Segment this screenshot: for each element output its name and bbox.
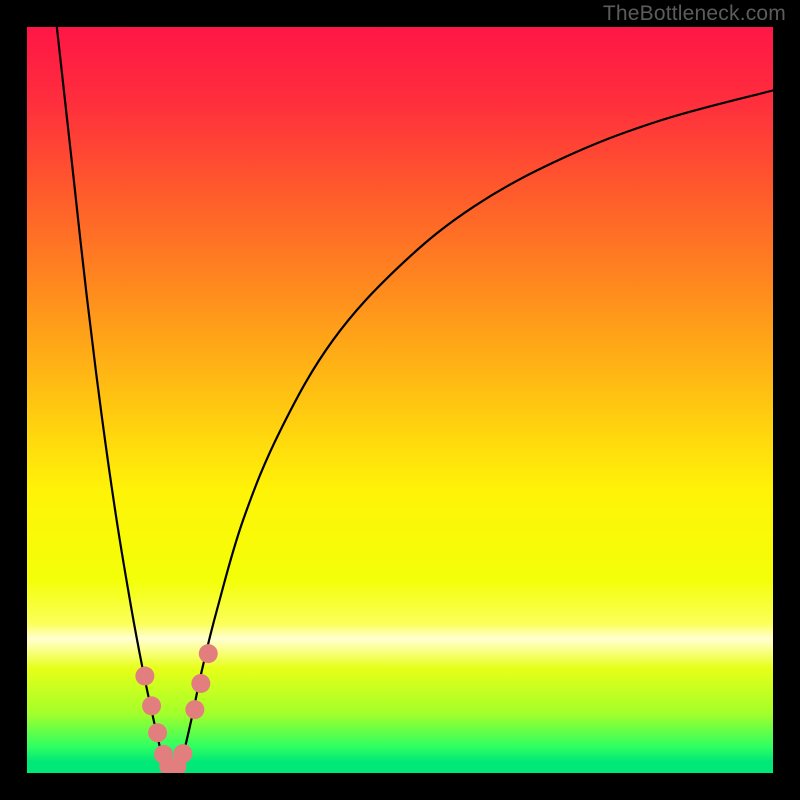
chart-overlay [27, 27, 773, 773]
data-marker [173, 744, 192, 763]
data-marker [148, 723, 167, 742]
curve-right-branch [172, 90, 773, 773]
data-marker [191, 674, 210, 693]
data-marker [199, 644, 218, 663]
data-marker [185, 700, 204, 719]
data-marker [142, 696, 161, 715]
chart-frame: TheBottleneck.com [0, 0, 800, 800]
marker-group [135, 644, 217, 773]
curve-left-branch [57, 27, 173, 773]
data-marker [135, 667, 154, 686]
attribution-text: TheBottleneck.com [603, 2, 786, 26]
